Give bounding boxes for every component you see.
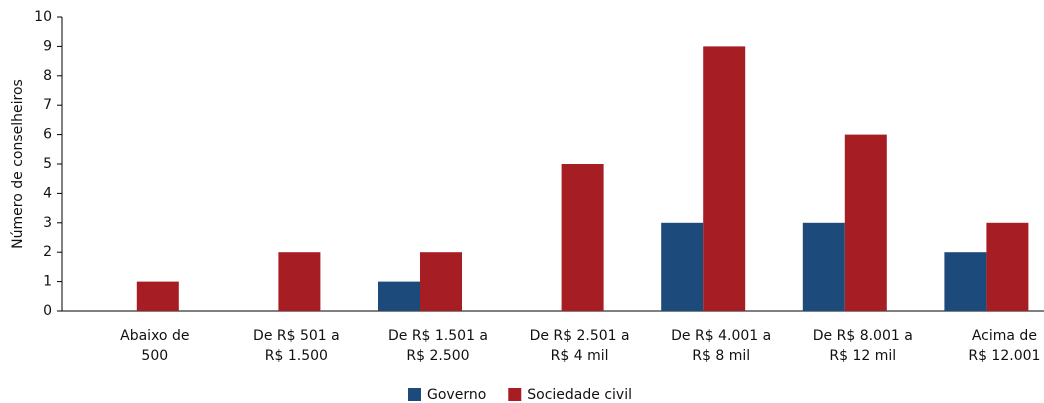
bar (378, 281, 420, 311)
legend-label: Sociedade civil (527, 387, 632, 403)
x-tick-label: Abaixo de 500 (120, 328, 190, 364)
bar (661, 222, 704, 311)
bar (802, 222, 845, 311)
y-tick-label: 0 (43, 303, 52, 319)
bar (561, 164, 604, 311)
y-tick-label: 8 (43, 68, 52, 84)
x-tick-label: De R$ 501 a R$ 1.500 (253, 328, 340, 364)
y-tick-label: 10 (34, 9, 52, 25)
bar (420, 252, 462, 311)
bar (703, 46, 746, 312)
y-tick-label: 3 (43, 215, 52, 231)
y-tick-label: 1 (43, 274, 52, 290)
bar (136, 281, 179, 311)
y-axis-label: Número de conselheiros (10, 79, 26, 249)
x-tick-label: De R$ 4.001 a R$ 8 mil (671, 328, 772, 364)
legend-swatch (408, 388, 421, 401)
x-tick-label: De R$ 1.501 a R$ 2.500 (387, 328, 489, 364)
legend-swatch (508, 388, 522, 401)
x-tick-label: De R$ 8.001 a R$ 12 mil (812, 328, 913, 364)
y-tick-label: 7 (43, 97, 52, 113)
x-tick-label: De R$ 2.501 a R$ 4 mil (529, 328, 630, 364)
y-tick-label: 9 (43, 38, 52, 54)
y-tick-label: 4 (43, 185, 52, 201)
bar (278, 252, 321, 311)
y-tick-label: 5 (43, 156, 52, 172)
y-tick-label: 6 (43, 127, 52, 143)
x-tick-label: Acima de R$ 12.001 (968, 328, 1041, 364)
y-tick-label: 2 (43, 244, 52, 260)
legend-label: Governo (427, 387, 486, 403)
bar (944, 252, 987, 311)
bar (986, 222, 1029, 311)
bar (844, 134, 887, 311)
